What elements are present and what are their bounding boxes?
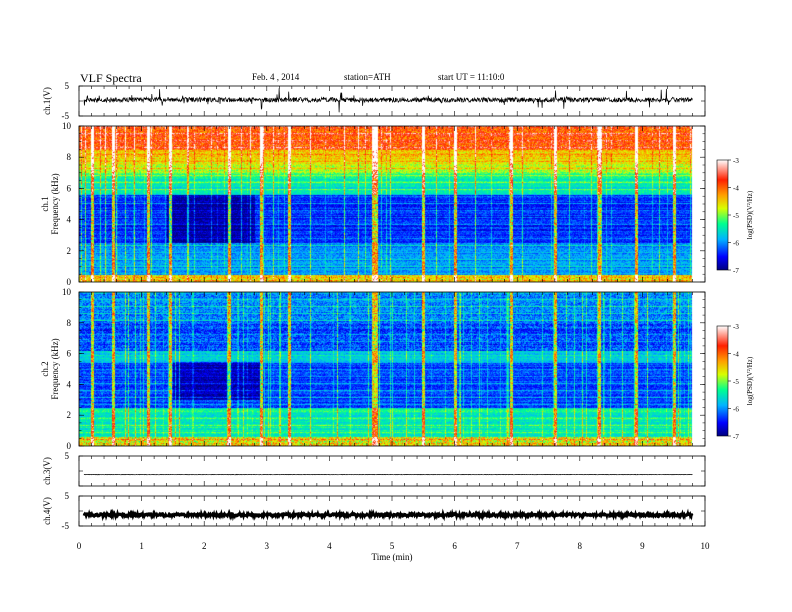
colorbar-label: log(PSD)(V²/Hz)	[746, 356, 754, 405]
spectrogram-image-ch2	[79, 292, 705, 446]
colorbar-label: log(PSD)(V²/Hz)	[746, 190, 754, 239]
y-tick-label: 8	[67, 318, 72, 328]
waveform-line-ch1v	[83, 88, 693, 113]
colorbar	[716, 325, 729, 437]
x-tick-label: 4	[327, 541, 332, 551]
waveform-line-ch4v	[82, 508, 694, 522]
y-tick-label: 2	[67, 410, 72, 420]
y-tick-label: 6	[67, 349, 72, 359]
y-tick-label: 0	[67, 277, 72, 287]
y-tick-label: 5	[65, 451, 70, 461]
y-tick-label: 10	[62, 121, 72, 131]
x-tick-label: 8	[578, 541, 583, 551]
x-tick-label: 1	[139, 541, 144, 551]
y-tick-label: 10	[62, 287, 72, 297]
x-tick-label: 2	[202, 541, 207, 551]
y-tick-label: -5	[62, 111, 70, 121]
y-tick-label: 5	[65, 81, 70, 91]
date-label: Feb. 4 , 2014	[252, 72, 300, 82]
colorbar-tick-label: -3	[733, 157, 739, 165]
x-tick-label: 6	[452, 541, 457, 551]
y-axis-label-channel: ch.2	[40, 361, 50, 376]
colorbar-tick-label: -5	[733, 212, 739, 220]
colorbar	[716, 159, 729, 271]
colorbar-tick-label: -4	[733, 185, 739, 193]
colorbar-tick-label: -5	[733, 378, 739, 386]
colorbar-tick-label: -6	[733, 240, 739, 248]
y-axis-label-frequency: Frequency (kHz)	[50, 338, 60, 399]
spectrogram-image-ch1	[79, 126, 705, 282]
x-axis-label: Time (min)	[372, 552, 413, 562]
colorbar-tick-label: -7	[733, 267, 739, 275]
station-label: station=ATH	[344, 72, 391, 82]
y-tick-label: 4	[67, 379, 72, 389]
y-tick-label: -5	[62, 521, 70, 531]
y-axis-label-channel: ch.1	[40, 196, 50, 211]
x-tick-label: 7	[515, 541, 520, 551]
y-tick-label: 6	[67, 183, 72, 193]
y-axis-label-frequency: Frequency (kHz)	[50, 173, 60, 234]
colorbar-tick-label: -3	[733, 323, 739, 331]
x-tick-label: 10	[701, 541, 711, 551]
colorbar-tick-label: -6	[733, 406, 739, 414]
y-tick-label: 2	[67, 246, 72, 256]
y-axis-label: ch.1(V)	[42, 87, 52, 115]
colorbar-tick-label: -7	[733, 433, 739, 441]
start-ut-label: start UT = 11:10:0	[438, 72, 505, 82]
x-tick-label: 5	[390, 541, 395, 551]
x-tick-label: 0	[77, 541, 82, 551]
x-tick-label: 9	[640, 541, 645, 551]
y-axis-label: ch.4(V)	[42, 497, 52, 525]
y-tick-label: 8	[67, 152, 72, 162]
y-tick-label: 5	[65, 491, 70, 501]
y-axis-label: ch.3(V)	[42, 457, 52, 485]
colorbar-tick-label: -4	[733, 351, 739, 359]
y-tick-label: 4	[67, 215, 72, 225]
chart-title: VLF Spectra	[80, 71, 142, 85]
x-tick-label: 3	[265, 541, 270, 551]
y-tick-label: 0	[67, 441, 72, 451]
